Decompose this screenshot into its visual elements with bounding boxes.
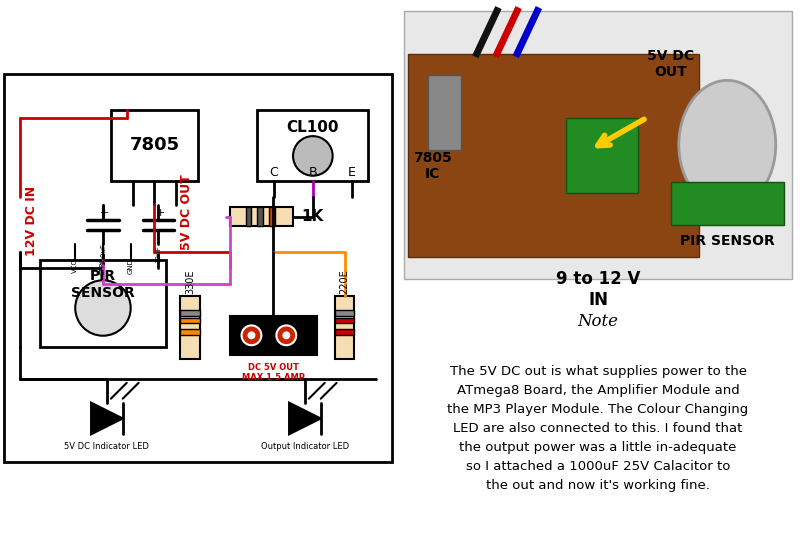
Polygon shape [289, 403, 321, 434]
Text: 7805: 7805 [130, 136, 179, 154]
Circle shape [678, 80, 776, 209]
FancyArrowPatch shape [598, 120, 644, 146]
Circle shape [242, 325, 262, 345]
Text: 7805
IC: 7805 IC [413, 151, 452, 181]
Text: 5V DC
OUT: 5V DC OUT [647, 49, 694, 79]
Text: 220E: 220E [339, 270, 350, 294]
Text: 9 to 12 V
IN: 9 to 12 V IN [556, 270, 640, 309]
FancyBboxPatch shape [334, 317, 354, 323]
Text: 100uF: 100uF [100, 243, 106, 265]
Text: +: + [156, 207, 165, 218]
FancyBboxPatch shape [40, 260, 166, 347]
FancyBboxPatch shape [230, 316, 317, 355]
Circle shape [75, 280, 130, 336]
FancyBboxPatch shape [258, 109, 368, 181]
FancyBboxPatch shape [270, 206, 275, 226]
Text: Note: Note [578, 313, 618, 330]
FancyBboxPatch shape [428, 75, 461, 150]
Text: E: E [348, 167, 355, 180]
Text: 5V DC OUT: 5V DC OUT [180, 175, 193, 250]
Text: CL100: CL100 [286, 120, 339, 135]
Text: +: + [100, 207, 110, 218]
Text: B: B [309, 167, 317, 180]
FancyBboxPatch shape [334, 330, 354, 336]
Text: PIR SENSOR: PIR SENSOR [680, 234, 774, 248]
Circle shape [282, 331, 290, 339]
FancyBboxPatch shape [404, 11, 792, 279]
FancyBboxPatch shape [111, 109, 198, 181]
Text: Output Indicator LED: Output Indicator LED [261, 442, 349, 451]
Text: DC 5V OUT
MAX 1.5 AMP: DC 5V OUT MAX 1.5 AMP [242, 363, 305, 383]
Circle shape [293, 136, 333, 176]
Text: CTRL: CTRL [100, 257, 106, 275]
Text: C: C [270, 167, 278, 180]
Text: 12V DC IN: 12V DC IN [25, 185, 38, 256]
FancyBboxPatch shape [408, 54, 699, 257]
Text: 5V DC Indicator LED: 5V DC Indicator LED [65, 442, 150, 451]
Text: PIR
SENSOR: PIR SENSOR [71, 270, 135, 300]
Text: 1K: 1K [301, 209, 323, 224]
Circle shape [277, 325, 296, 345]
FancyBboxPatch shape [258, 206, 263, 226]
FancyBboxPatch shape [230, 206, 293, 226]
Text: VCC: VCC [72, 259, 78, 273]
FancyBboxPatch shape [670, 182, 784, 225]
FancyBboxPatch shape [180, 330, 200, 336]
FancyBboxPatch shape [180, 310, 200, 316]
Text: 330E: 330E [185, 270, 195, 294]
Text: 10uF: 10uF [155, 245, 162, 263]
FancyBboxPatch shape [180, 296, 200, 359]
Text: GND: GND [128, 258, 134, 274]
Polygon shape [91, 403, 122, 434]
FancyBboxPatch shape [334, 310, 354, 316]
FancyBboxPatch shape [180, 317, 200, 323]
FancyBboxPatch shape [334, 296, 354, 359]
FancyBboxPatch shape [566, 118, 638, 193]
FancyBboxPatch shape [246, 206, 251, 226]
Circle shape [247, 331, 255, 339]
Text: The 5V DC out is what supplies power to the
ATmega8 Board, the Amplifier Module : The 5V DC out is what supplies power to … [447, 366, 749, 492]
